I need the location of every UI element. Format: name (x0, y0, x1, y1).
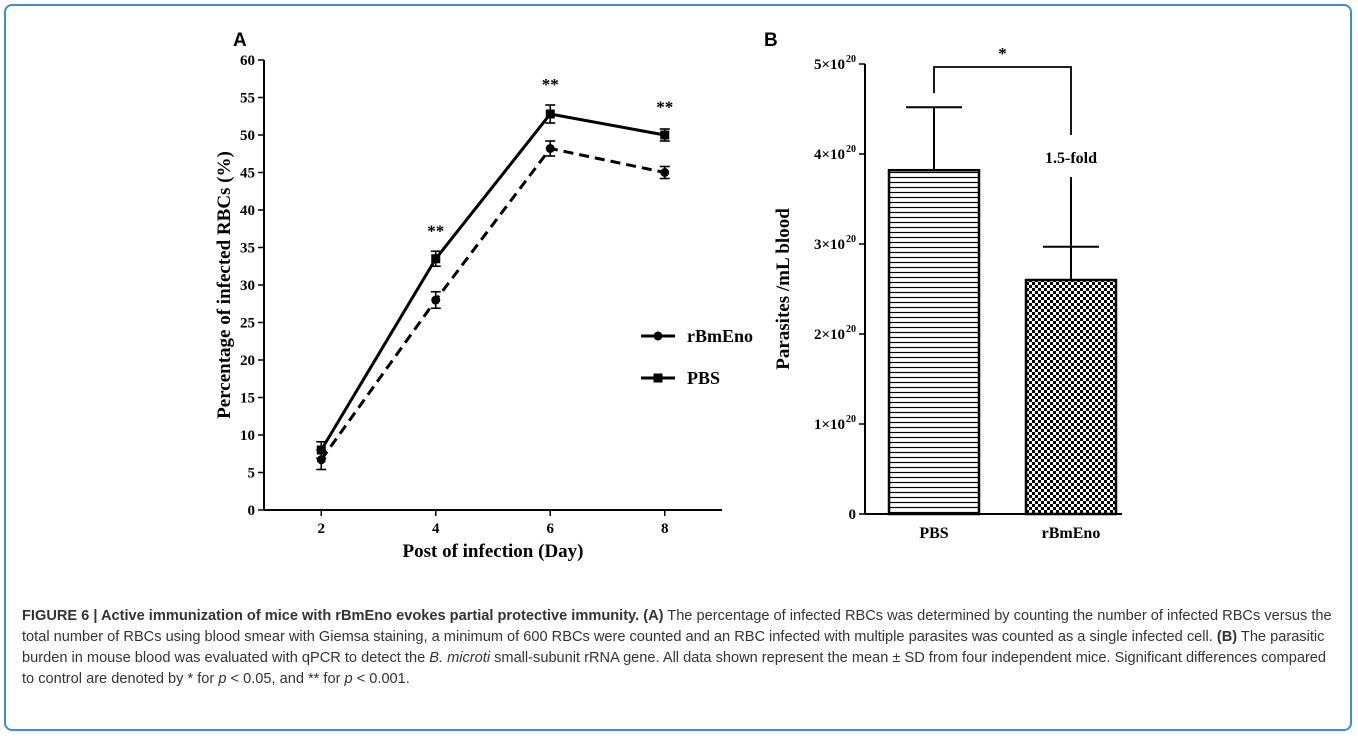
x-axis-label-a: Post of infection (Day) (403, 541, 584, 562)
x-tick-label-a: 4 (432, 521, 440, 537)
x-tick-label-a: 6 (547, 521, 555, 537)
y-tick-label-b: 1×10 (814, 417, 845, 433)
y-tick-label-b: 0 (849, 507, 857, 523)
y-tick-label-a: 25 (240, 316, 255, 332)
bar-pbs (887, 168, 981, 516)
y-tick-label-a: 45 (240, 166, 255, 182)
caption-title: FIGURE 6 | Active immunization of mice w… (22, 608, 640, 624)
y-tick-exponent-b: 20 (846, 144, 856, 155)
significance-marker-b: * (998, 44, 1007, 63)
series-line-pbs (319, 112, 666, 451)
y-tick-label-a: 10 (240, 428, 255, 444)
figure-frame (4, 4, 1352, 731)
y-tick-label-b: 2×10 (814, 327, 845, 343)
point-rbmeno (431, 295, 441, 305)
caption-b-marker: (B) (1216, 629, 1238, 645)
caption-p1: p (218, 671, 227, 687)
y-tick-exponent-b: 20 (846, 414, 856, 425)
caption-b-text2: small-subunit rRNA gene. All data shown … (22, 650, 1327, 687)
fold-change-label-b: 1.5-fold (1045, 150, 1097, 167)
y-tick-label-a: 30 (240, 278, 255, 294)
significance-bracket-b (933, 66, 1072, 135)
y-tick-label-a: 0 (248, 503, 256, 519)
y-tick-label-b: 4×10 (814, 147, 845, 163)
bar-rbmeno (1024, 278, 1118, 516)
x-tick-label-b: rBmEno (1042, 525, 1101, 542)
caption-a-marker: (A) (643, 608, 664, 624)
y-tick-label-b: 5×10 (814, 57, 845, 73)
caption-b-text: The parasitic burden in mouse blood was … (22, 629, 1325, 666)
point-pbs (660, 130, 670, 140)
y-axis-label-b: Parasites /mL blood (773, 208, 794, 370)
y-tick-label-b: 3×10 (814, 237, 845, 253)
caption-species: B. microti (429, 650, 491, 666)
point-pbs (545, 109, 555, 119)
point-pbs (431, 254, 441, 264)
figure-charts: 0 5 10 15 20 25 30 35 40 45 50 55 60 2 4 6 8 Post of infe… (214, 44, 1122, 562)
y-tick-exponent-b: 20 (846, 54, 856, 65)
y-tick-label-a: 5 (248, 466, 256, 482)
caption-a-text: The percentage of infected RBCs was dete… (22, 608, 1332, 645)
caption-p1-text: < 0.05, and ** for (226, 671, 345, 687)
point-rbmeno (660, 168, 670, 177)
y-tick-label-a: 15 (240, 391, 255, 407)
point-rbmeno (545, 144, 555, 153)
y-tick-exponent-b: 20 (846, 324, 856, 335)
significance-marker-a: ** (656, 98, 673, 117)
legend-label-pbs: PBS (687, 368, 720, 388)
legend-label-rbmeno: rBmEno (687, 326, 753, 346)
panel-b-label: B (764, 30, 778, 51)
x-tick-label-a: 8 (661, 521, 669, 537)
figure-caption: FIGURE 6 | Active immunization of mice w… (22, 606, 1342, 690)
caption-p2: p (344, 671, 353, 687)
y-tick-exponent-b: 20 (846, 234, 856, 245)
y-tick-label-a: 60 (240, 53, 255, 69)
legend-marker-pbs (653, 373, 663, 383)
significance-marker-a: ** (542, 75, 559, 94)
x-tick-label-b: PBS (919, 525, 948, 542)
series-line-rbmeno (320, 146, 666, 461)
caption-p2-text: < 0.001. (352, 671, 410, 687)
y-tick-label-a: 40 (240, 203, 255, 219)
legend-marker-rbmeno (653, 331, 663, 341)
panel-a-label: A (233, 30, 247, 51)
y-axis-label-a: Percentage of infected RBCs (%) (214, 151, 235, 419)
y-tick-label-a: 50 (240, 128, 255, 144)
x-tick-label-a: 2 (318, 521, 326, 537)
y-tick-label-a: 35 (240, 241, 255, 257)
significance-marker-a: ** (427, 221, 444, 240)
point-pbs (316, 445, 326, 455)
bar-chart-b: 01×10 202×10 203×10 204×10 205×10 20Parasites… (773, 44, 1122, 542)
y-tick-label-a: 20 (240, 353, 255, 369)
line-chart-a: 0 5 10 15 20 25 30 35 40 45 50 55 60 2 4 6 8 Post of infe… (214, 53, 753, 562)
y-tick-label-a: 55 (240, 91, 255, 107)
